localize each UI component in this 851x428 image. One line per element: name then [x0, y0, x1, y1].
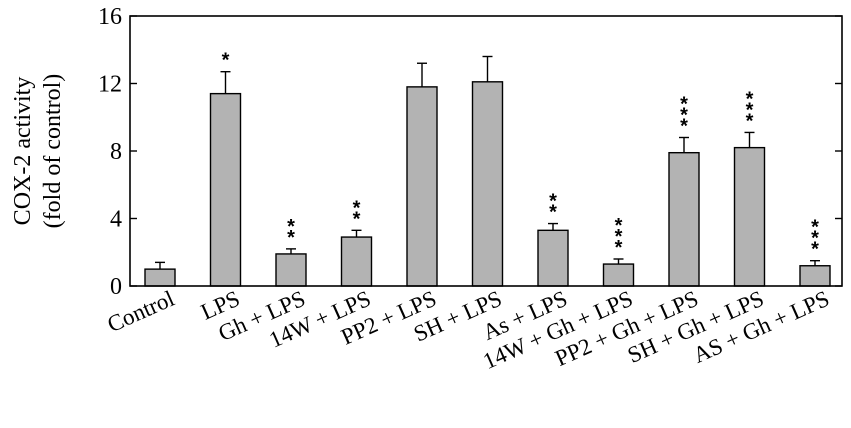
- bar-10: [733, 146, 766, 287]
- bar-6: [471, 81, 504, 287]
- y-tick-label: 4: [110, 207, 122, 233]
- significance-star: *: [811, 217, 819, 239]
- y-axis-label-line-1: COX-2 activity: [10, 77, 36, 226]
- significance-star: *: [746, 110, 754, 132]
- bar-1: [144, 268, 176, 287]
- y-tick-label: 0: [110, 274, 122, 300]
- significance-star: *: [549, 202, 557, 224]
- y-axis-label-line-2: (fold of control): [40, 74, 66, 229]
- significance-star: *: [811, 228, 819, 250]
- significance-star: *: [680, 105, 688, 127]
- significance-star: *: [615, 226, 623, 248]
- significance-star: *: [615, 215, 623, 237]
- y-axis-label: COX-2 activity (fold of control): [10, 74, 66, 229]
- significance-star: *: [746, 99, 754, 121]
- significance-marks: *** ** **************: [222, 50, 820, 261]
- error-bars: [155, 55, 820, 270]
- significance-star: *: [615, 237, 623, 259]
- plot-frame: [129, 15, 843, 287]
- significance-star: *: [811, 239, 819, 261]
- bar-2: [209, 92, 242, 287]
- significance-star: *: [680, 94, 688, 116]
- significance-star: *: [287, 216, 295, 238]
- significance-star: *: [746, 88, 754, 110]
- significance-star: *: [353, 208, 361, 230]
- bar-11: [799, 265, 831, 287]
- y-tick-label: 16: [98, 4, 122, 30]
- significance-star: *: [549, 191, 557, 213]
- bar-9: [668, 151, 700, 287]
- bar-4: [340, 236, 373, 287]
- significance-star: *: [680, 116, 688, 138]
- significance-star: *: [222, 50, 230, 72]
- bar-7: [537, 229, 569, 287]
- y-tick-label: 8: [110, 139, 122, 165]
- bar-5: [406, 86, 438, 287]
- y-tick-label: 12: [98, 72, 122, 98]
- bars: [144, 81, 831, 287]
- significance-star: *: [353, 197, 361, 219]
- bar-3: [275, 253, 307, 287]
- significance-star: *: [287, 227, 295, 249]
- bar-8: [602, 263, 635, 287]
- y-axis-ticks: 0 4 8 12 16: [98, 4, 842, 300]
